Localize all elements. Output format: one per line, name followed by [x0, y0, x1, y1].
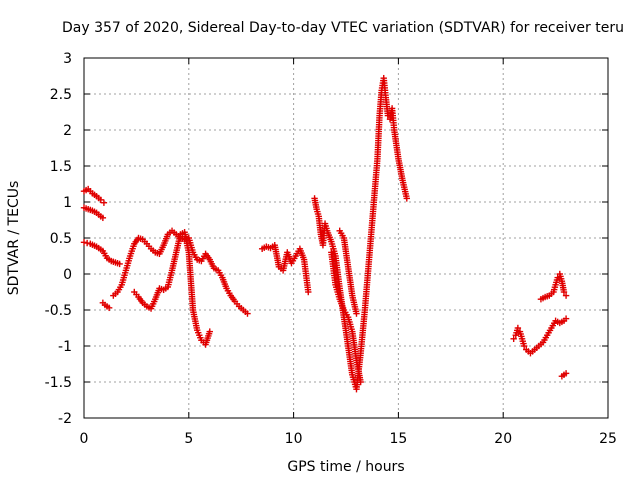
series-arc12 — [537, 270, 570, 303]
data-point — [97, 196, 104, 204]
series-arc11 — [510, 315, 570, 357]
x-tick-label: 15 — [389, 431, 407, 447]
series-arc13 — [558, 370, 570, 380]
y-tick-label: -2 — [58, 411, 72, 427]
y-tick-label: 3 — [63, 51, 72, 67]
series-arc10 — [336, 227, 360, 317]
data-point — [357, 378, 364, 386]
x-tick-label: 20 — [494, 431, 512, 447]
y-tick-label: 2 — [63, 123, 72, 139]
y-tick-label: 0 — [63, 267, 72, 283]
series-arc6 — [131, 229, 213, 348]
data-point — [305, 288, 312, 296]
points-layer — [80, 74, 570, 393]
data-point — [83, 239, 91, 247]
data-point — [244, 310, 251, 317]
data-point — [116, 260, 123, 268]
data-point — [403, 195, 410, 202]
data-point — [105, 304, 113, 312]
data-point — [514, 324, 522, 332]
y-tick-label: -1.5 — [45, 375, 72, 391]
data-point — [353, 310, 360, 317]
data-point — [510, 335, 517, 342]
chart-title: Day 357 of 2020, Sidereal Day-to-day VTE… — [62, 20, 624, 36]
data-point — [520, 342, 528, 350]
data-point — [560, 288, 568, 296]
tick-layer: -2 -1.5 -1 -0.5 0 0.5 1 1.5 2 2.5 3 0 5 10 15 20 25 — [45, 51, 617, 447]
data-point — [562, 370, 570, 377]
y-axis-label: SDTVAR / TECUs — [6, 181, 22, 296]
y-tick-label: 2.5 — [50, 87, 72, 103]
x-axis-label: GPS time / hours — [287, 459, 404, 475]
data-point — [99, 214, 107, 222]
series-arc4 — [99, 299, 113, 312]
y-tick-label: -0.5 — [45, 303, 72, 319]
x-tick-label: 10 — [285, 431, 303, 447]
x-tick-label: 0 — [80, 431, 89, 447]
data-point — [562, 292, 570, 299]
series-arc7 — [258, 242, 312, 296]
data-point — [80, 239, 88, 246]
data-point — [100, 199, 108, 206]
series-arc2 — [80, 204, 107, 222]
y-tick-label: 0.5 — [50, 231, 72, 247]
data-point — [206, 328, 213, 335]
series-arc8 — [311, 74, 410, 393]
y-tick-label: 1 — [63, 195, 72, 211]
y-tick-label: -1 — [58, 339, 72, 355]
x-tick-label: 25 — [599, 431, 617, 447]
series-arc3 — [80, 239, 123, 268]
series-arc1 — [80, 185, 108, 206]
series-arc9 — [328, 249, 364, 386]
data-point — [562, 315, 570, 322]
y-tick-label: 1.5 — [50, 159, 72, 175]
x-tick-label: 5 — [184, 431, 193, 447]
